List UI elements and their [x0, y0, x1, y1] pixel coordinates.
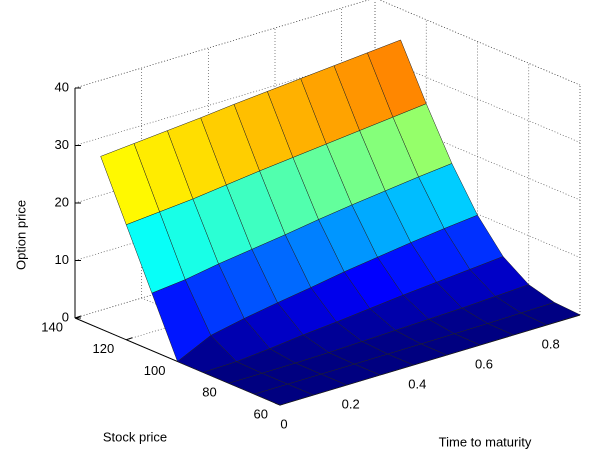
x-axis-label: Time to maturity [439, 434, 532, 449]
grid-line [374, 55, 581, 143]
grid-line [374, 170, 581, 258]
y-tick-label: 80 [202, 385, 216, 400]
z-axis-label: Option price [13, 200, 28, 270]
y-axis-label: Stock price [103, 429, 167, 444]
box-edge [378, 0, 581, 86]
x-tick-label: 0 [280, 416, 287, 431]
x-tick-label: 0.2 [342, 396, 360, 411]
y-tick [74, 315, 82, 319]
y-tick-label: 120 [93, 341, 115, 356]
y-tick-label: 100 [144, 363, 166, 378]
x-tick-label: 0.8 [542, 336, 560, 351]
z-tick-label: 0 [62, 309, 69, 324]
grid-line [374, 112, 581, 201]
z-tick-label: 20 [55, 194, 69, 209]
z-tick-label: 40 [55, 79, 69, 94]
y-tick [126, 337, 133, 341]
z-tick-label: 10 [55, 252, 69, 267]
box-edge [74, 0, 370, 89]
x-tick-label: 0.4 [408, 376, 426, 391]
surface-cell [253, 383, 315, 406]
x-tick-label: 0.6 [475, 356, 493, 371]
y-tick-label: 140 [41, 319, 63, 334]
z-tick-label: 30 [55, 137, 69, 152]
y-tick-label: 60 [254, 406, 268, 421]
